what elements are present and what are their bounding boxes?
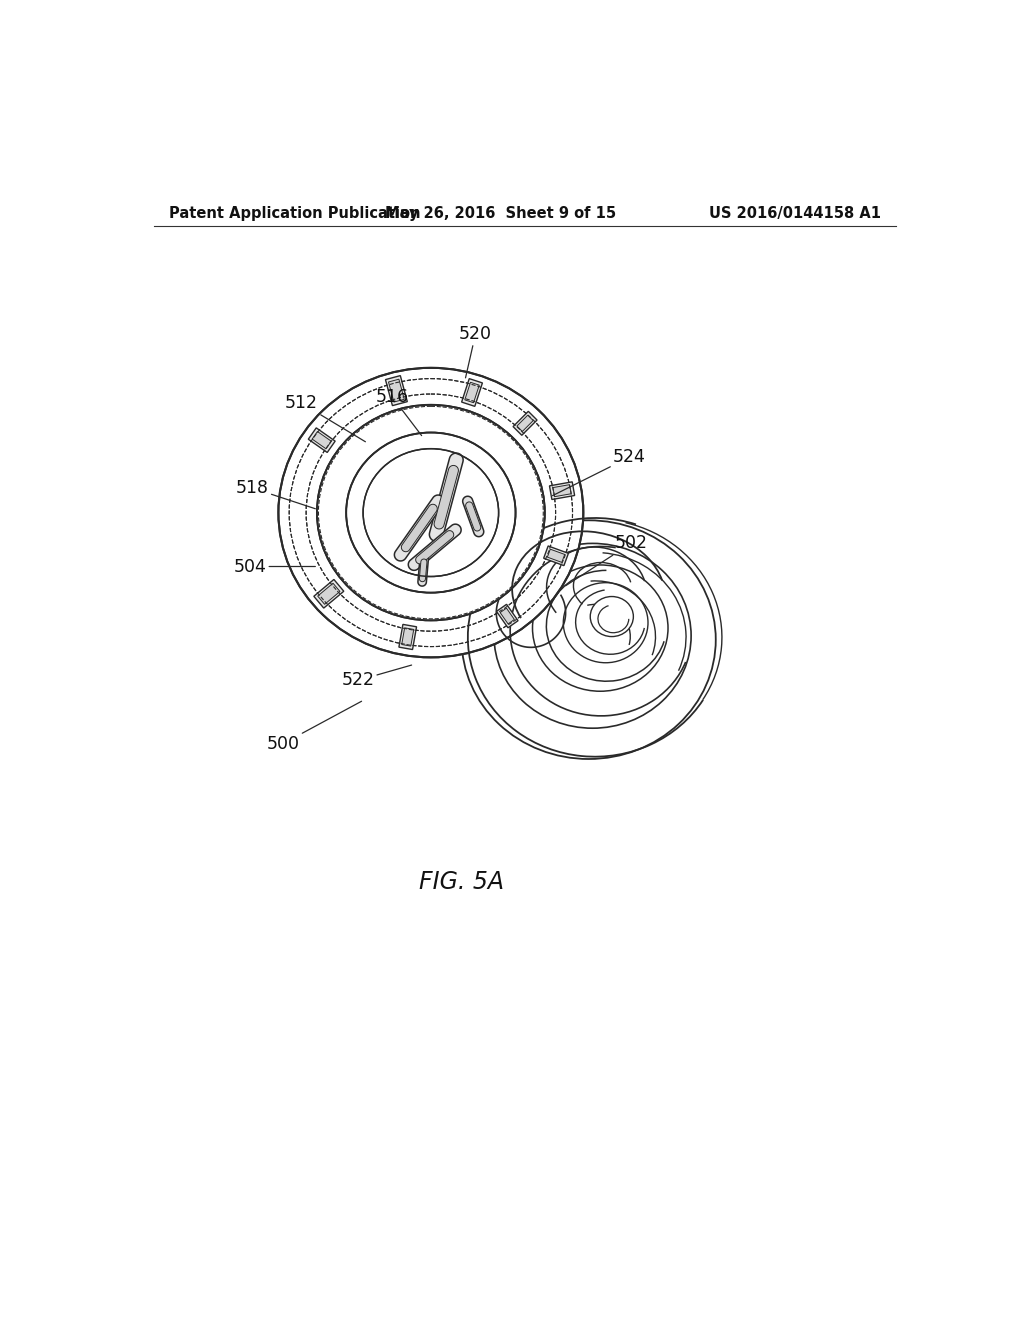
Text: 516: 516 bbox=[376, 388, 422, 436]
Bar bbox=[517, 414, 534, 432]
Bar bbox=[548, 549, 564, 562]
Bar bbox=[399, 624, 417, 649]
Polygon shape bbox=[434, 466, 459, 529]
Polygon shape bbox=[416, 531, 454, 564]
Polygon shape bbox=[394, 495, 444, 561]
Bar bbox=[513, 412, 537, 436]
Text: 522: 522 bbox=[341, 665, 412, 689]
Bar bbox=[313, 579, 344, 609]
Bar bbox=[500, 609, 514, 624]
Ellipse shape bbox=[494, 544, 691, 729]
Bar bbox=[465, 383, 479, 403]
Text: 512: 512 bbox=[285, 395, 366, 442]
Text: FIG. 5A: FIG. 5A bbox=[419, 870, 504, 894]
Ellipse shape bbox=[316, 405, 545, 620]
Bar bbox=[544, 546, 568, 566]
Ellipse shape bbox=[364, 449, 499, 577]
Text: 518: 518 bbox=[236, 479, 315, 508]
Text: 500: 500 bbox=[266, 701, 361, 752]
Polygon shape bbox=[420, 560, 427, 582]
Bar bbox=[388, 379, 404, 403]
Ellipse shape bbox=[532, 565, 668, 692]
Bar bbox=[312, 432, 332, 449]
Bar bbox=[308, 428, 335, 453]
Ellipse shape bbox=[462, 520, 716, 759]
Bar bbox=[401, 628, 414, 645]
Polygon shape bbox=[466, 502, 481, 531]
Text: May 26, 2016  Sheet 9 of 15: May 26, 2016 Sheet 9 of 15 bbox=[385, 206, 615, 222]
Text: 524: 524 bbox=[553, 449, 646, 496]
Polygon shape bbox=[418, 554, 428, 586]
Text: 520: 520 bbox=[459, 325, 492, 378]
Polygon shape bbox=[401, 504, 437, 552]
Text: US 2016/0144158 A1: US 2016/0144158 A1 bbox=[710, 206, 882, 222]
Ellipse shape bbox=[346, 433, 515, 593]
Polygon shape bbox=[409, 524, 461, 570]
Ellipse shape bbox=[590, 597, 634, 636]
Bar bbox=[550, 482, 574, 499]
Bar bbox=[317, 583, 340, 605]
Ellipse shape bbox=[563, 582, 648, 663]
Polygon shape bbox=[463, 496, 483, 537]
Ellipse shape bbox=[279, 368, 584, 657]
Text: Patent Application Publication: Patent Application Publication bbox=[169, 206, 421, 222]
Bar bbox=[497, 605, 518, 628]
Text: 502: 502 bbox=[565, 535, 647, 586]
Bar bbox=[553, 484, 571, 496]
Bar bbox=[385, 376, 408, 405]
Bar bbox=[462, 379, 482, 407]
Text: 504: 504 bbox=[233, 557, 315, 576]
Polygon shape bbox=[429, 453, 463, 541]
